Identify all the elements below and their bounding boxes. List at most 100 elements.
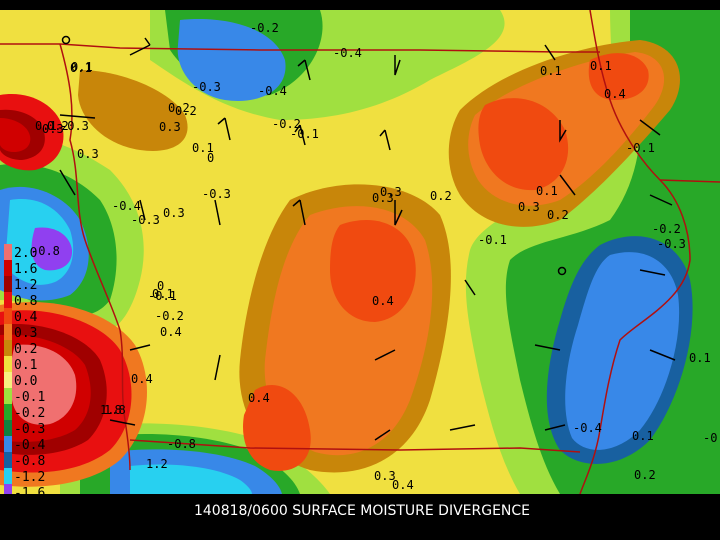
top-bar [0, 0, 720, 10]
wind-barb [294, 124, 306, 146]
contour-label: 0.3 [77, 147, 99, 161]
contour-label-layer: -0.20.10.2-0.4-0.3-0.20.10.30.20.1 0.10.4… [31, 21, 720, 492]
contour-label: -0.2 [703, 431, 720, 445]
wind-barb [297, 59, 311, 81]
region-crimson-west-north [0, 118, 31, 152]
legend-label: 2.0 [14, 246, 37, 261]
legend-label: -1.2 [14, 470, 45, 485]
region-red-northeast [478, 98, 569, 191]
map-caption: 140818/0600 SURFACE MOISTURE DIVERGENCE [194, 503, 530, 519]
contour-label: -0.3 [131, 213, 160, 227]
contour-label: -0.2 [272, 117, 301, 131]
contour-label: -0.4 [333, 46, 362, 60]
contour-label: 0.4 [604, 87, 626, 101]
legend-label: 0.0 [14, 374, 37, 389]
contour-label: 0.4 [392, 478, 414, 492]
wind-barb [217, 117, 231, 141]
legend-swatch [4, 388, 12, 404]
legend-swatch [4, 276, 12, 292]
station-markers [61, 35, 567, 276]
contour-label: 0.2 [168, 101, 190, 115]
contour-label: -0.2 [652, 222, 681, 236]
legend-swatch [4, 324, 12, 340]
border-west [59, 43, 131, 471]
region-blue-north [177, 19, 286, 101]
contour-label: 0.3 [372, 191, 394, 205]
legend-swatch [4, 484, 12, 500]
legend-label: 0.8 [14, 294, 37, 309]
contour-label: 0.1 [536, 184, 558, 198]
legend-label: 0.2 [14, 342, 37, 357]
contour-label: 0.3 [42, 122, 64, 136]
border-east [579, 9, 691, 495]
contour-label: -0.1 [478, 233, 507, 247]
wind-barb [649, 194, 673, 206]
legend-swatch [4, 308, 12, 324]
contour-label: -0.1 [626, 141, 655, 155]
contour-label: 1.8 [100, 403, 122, 417]
wind-barb [59, 169, 76, 196]
legend-swatch [4, 436, 12, 452]
wind-barb-layer [59, 37, 676, 441]
legend-label: -0.2 [14, 406, 45, 421]
contour-label: 0.3 [374, 469, 396, 483]
contour-label: 0.4 [131, 372, 153, 386]
wind-barb [214, 354, 221, 381]
legend-label: 1.2 [14, 278, 37, 293]
legend-label: -0.4 [14, 438, 45, 453]
contour-label: 0.3 [159, 120, 181, 134]
contour-label: -0.3 [202, 187, 231, 201]
border-southeast [659, 179, 720, 183]
wind-barb [534, 344, 561, 351]
legend-swatch [4, 420, 12, 436]
legend-swatch [4, 340, 12, 356]
legend-label: -0.8 [14, 454, 45, 469]
contour-label: 0 [157, 279, 164, 293]
legend-swatch [4, 404, 12, 420]
contour-label: 0.1 [632, 429, 654, 443]
contour-label: -0.3 [60, 119, 89, 133]
contour-label: -0.3 [657, 237, 686, 251]
wind-barb [559, 174, 576, 196]
contour-label: 0.2 [634, 468, 656, 482]
legend-swatch [4, 372, 12, 388]
wind-barb [374, 349, 396, 361]
contour-label: -0.2 [155, 309, 184, 323]
contour-label: -0.1 [290, 127, 319, 141]
contour-label: 0.1 [689, 351, 711, 365]
contour-fill-layer [0, 10, 720, 494]
wind-barb [639, 269, 666, 276]
contour-label: 0.1 [540, 64, 562, 78]
station-circle [557, 266, 567, 276]
station-circle [61, 35, 71, 45]
contour-label: -0.8 [31, 244, 60, 258]
wind-barb [292, 199, 306, 226]
contour-label: 0.4 [372, 294, 394, 308]
region-red-south-center [243, 384, 311, 471]
wind-barb [129, 344, 151, 351]
contour-label: 0.2 [547, 208, 569, 222]
wind-barb [394, 200, 403, 226]
region-lightblue-east [565, 252, 680, 450]
legend-swatch [4, 244, 12, 260]
wind-barb [559, 120, 567, 143]
legend-swatch [4, 468, 12, 484]
contour-label: -0.3 [192, 80, 221, 94]
contour-label: -0.4 [573, 421, 602, 435]
region-cyan-south [130, 464, 252, 494]
wind-barb [59, 114, 96, 119]
contour-label: 0.3 [380, 185, 402, 199]
legend-swatch [4, 292, 12, 308]
contour-label: 1.8 [104, 403, 126, 417]
region-purple-west [31, 227, 73, 271]
wind-barb [129, 37, 151, 56]
contour-label: 0.1 [152, 287, 174, 301]
contour-label: 0 [207, 151, 214, 165]
region-orange-northwest [78, 70, 188, 151]
contour-label: -0.4 [258, 84, 287, 98]
wind-barb [544, 424, 566, 431]
legend-swatch [4, 356, 12, 372]
contour-label: 0.3 [518, 200, 540, 214]
contour-label: 0.1 [35, 119, 57, 133]
